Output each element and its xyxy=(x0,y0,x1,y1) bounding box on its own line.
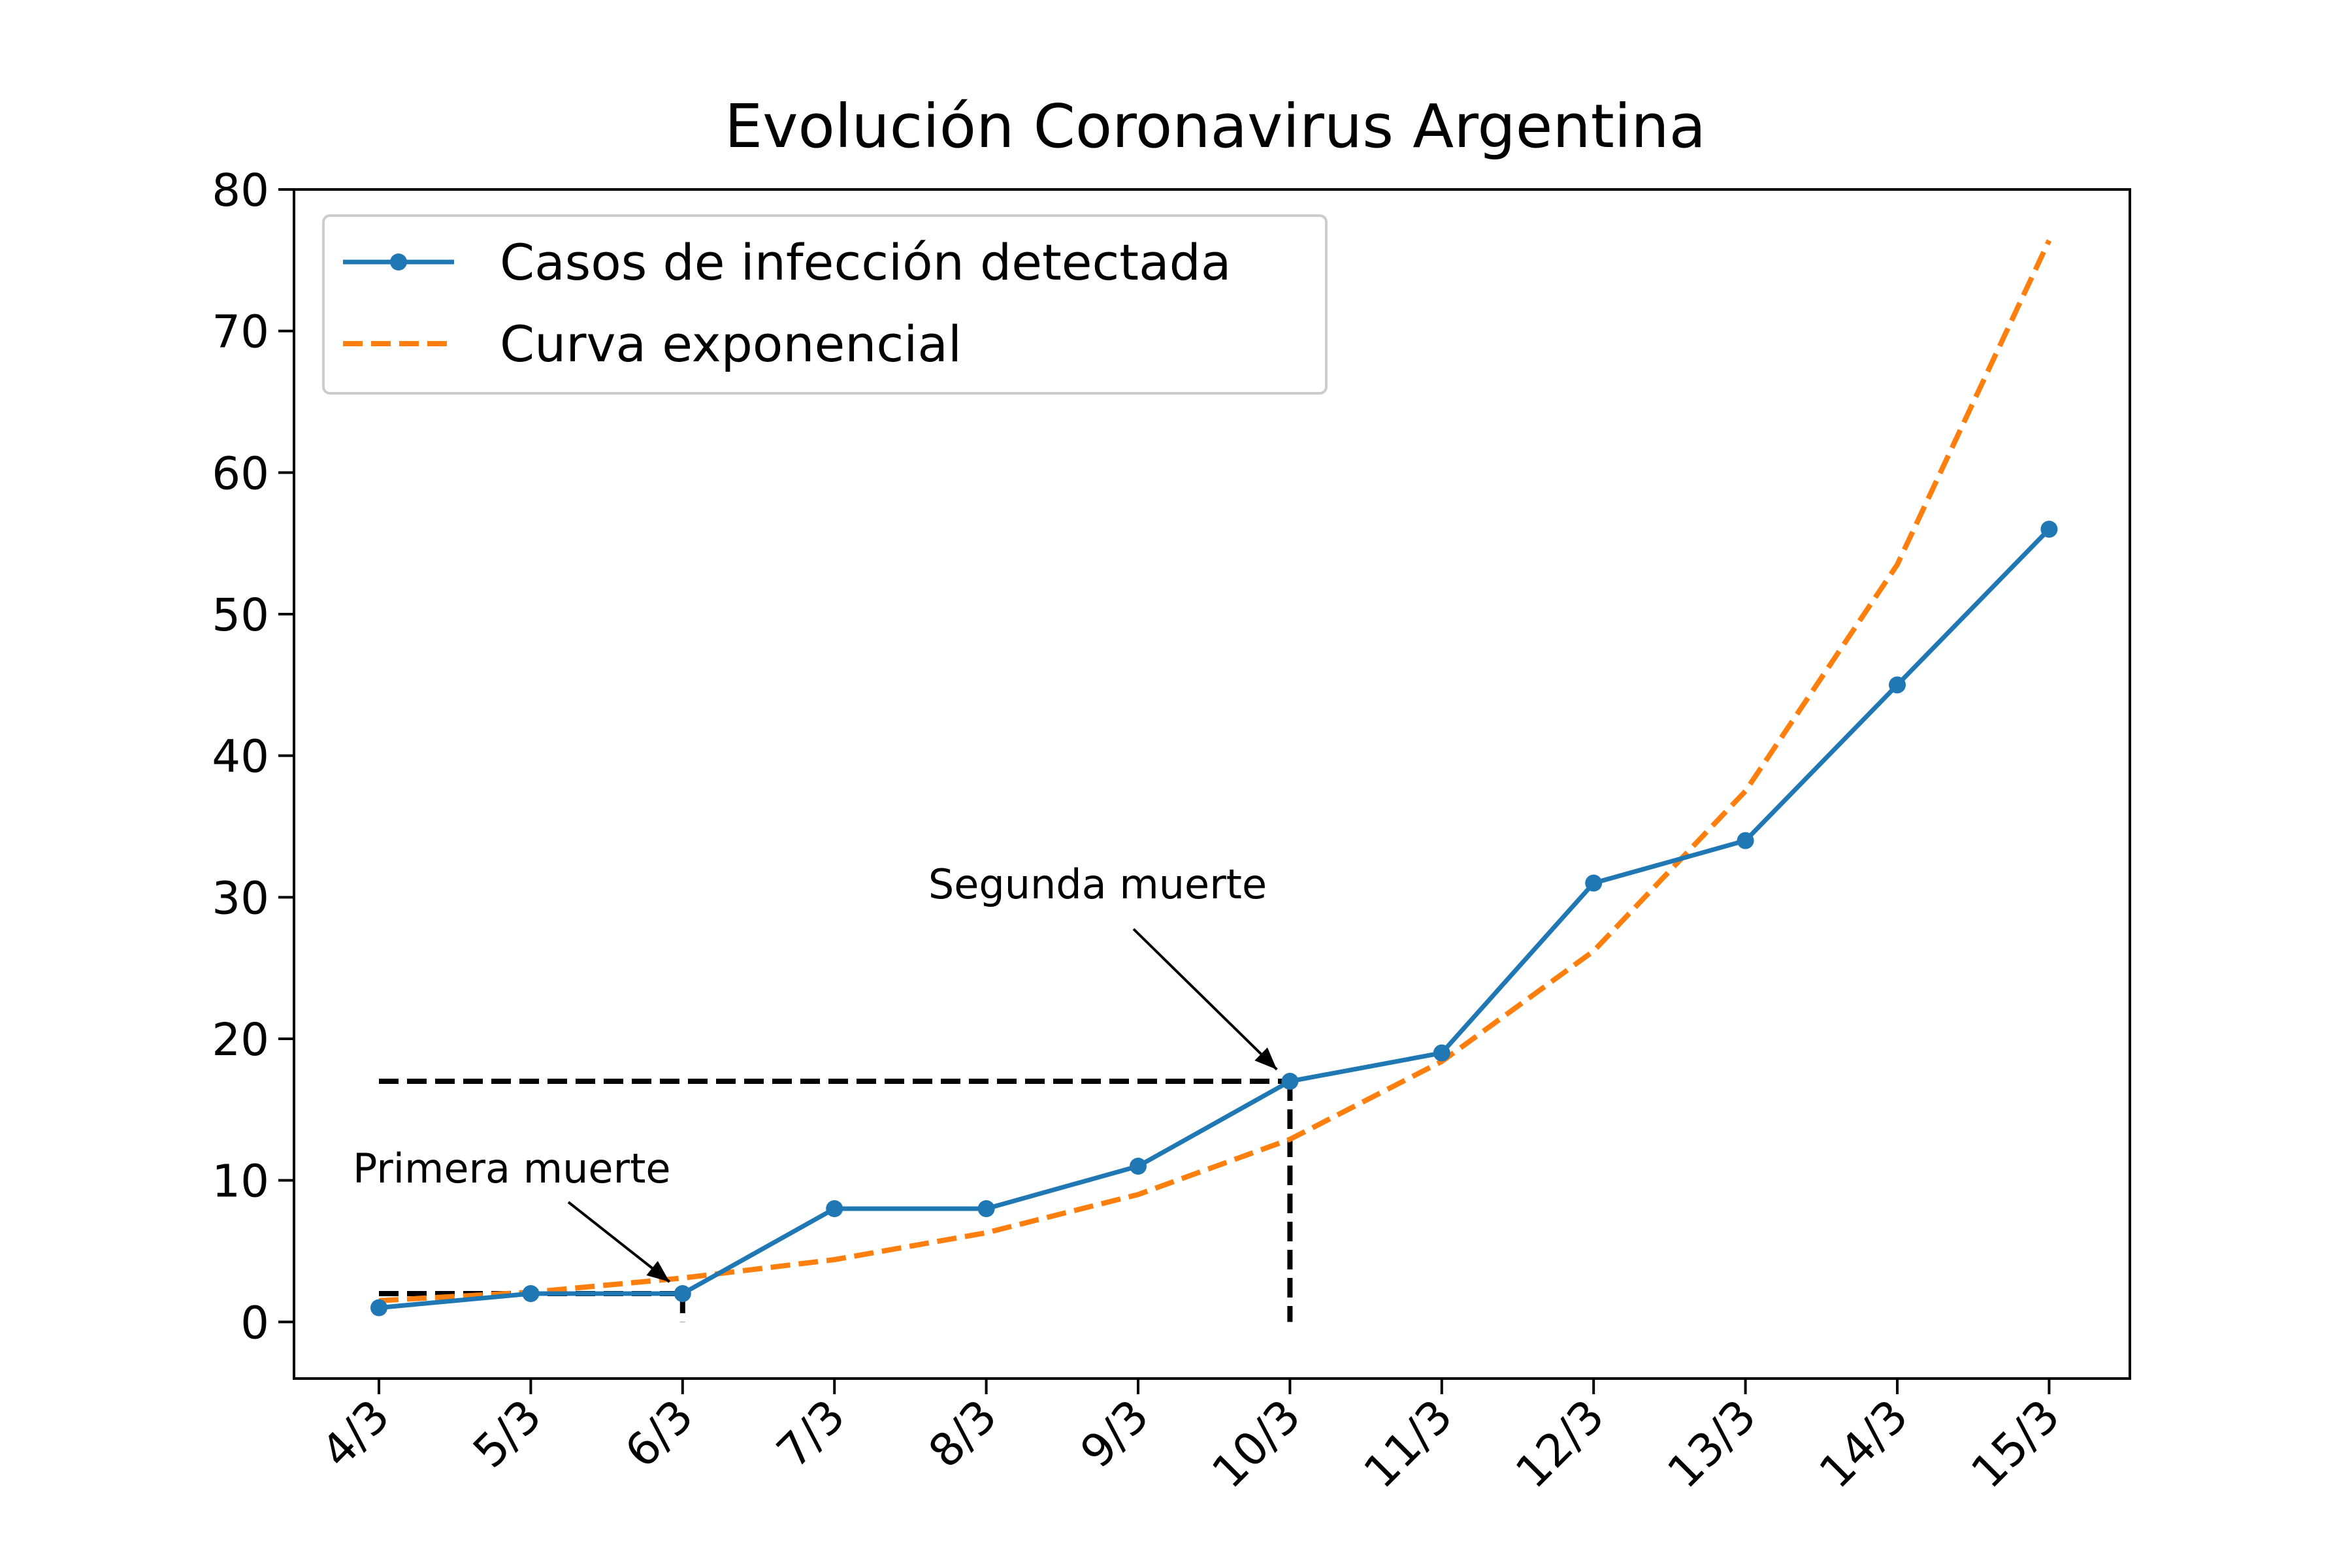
annotation-text: Segunda muerte xyxy=(928,860,1267,908)
legend-label-exponential: Curva exponencial xyxy=(500,315,962,373)
series-point-cases xyxy=(1281,1073,1299,1090)
annotation-arrow-head xyxy=(646,1260,670,1282)
series-point-cases xyxy=(674,1285,691,1302)
annotation-arrow-head xyxy=(1254,1047,1277,1070)
series-point-cases xyxy=(1433,1044,1450,1062)
series-point-cases xyxy=(370,1299,387,1316)
series-line-cases xyxy=(378,527,2051,1311)
chart-title: Evolución Coronavirus Argentina xyxy=(725,91,1706,161)
series-point-cases xyxy=(1889,676,1906,694)
series-point-cases xyxy=(1130,1158,1147,1175)
plot-frame xyxy=(293,188,2131,1380)
legend: Casos de infección detectada Curva expon… xyxy=(322,214,1328,395)
series-point-cases xyxy=(1585,874,1603,892)
y-tick-label: 10 xyxy=(212,1156,269,1208)
y-tick-label: 80 xyxy=(212,165,269,217)
series-point-cases xyxy=(2040,521,2058,538)
series-point-cases xyxy=(826,1200,843,1217)
annotation-text: Primera muerte xyxy=(353,1145,671,1192)
y-tick-label: 60 xyxy=(212,448,269,500)
series-point-cases xyxy=(977,1200,995,1217)
series-point-cases xyxy=(1737,832,1754,849)
series-line-exponential xyxy=(378,239,2052,1303)
y-tick-label: 50 xyxy=(212,589,269,642)
y-tick-label: 40 xyxy=(212,731,269,783)
y-tick-label: 30 xyxy=(212,872,269,924)
legend-label-cases: Casos de infección detectada xyxy=(500,233,1231,291)
y-tick-label: 70 xyxy=(212,306,269,359)
y-tick-label: 0 xyxy=(240,1297,269,1349)
y-tick-label: 20 xyxy=(212,1014,269,1066)
legend-marker-cases xyxy=(390,253,407,270)
annotation-arrow-shaft xyxy=(1132,928,1278,1071)
series-point-cases xyxy=(522,1285,540,1302)
legend-box xyxy=(322,214,1328,395)
